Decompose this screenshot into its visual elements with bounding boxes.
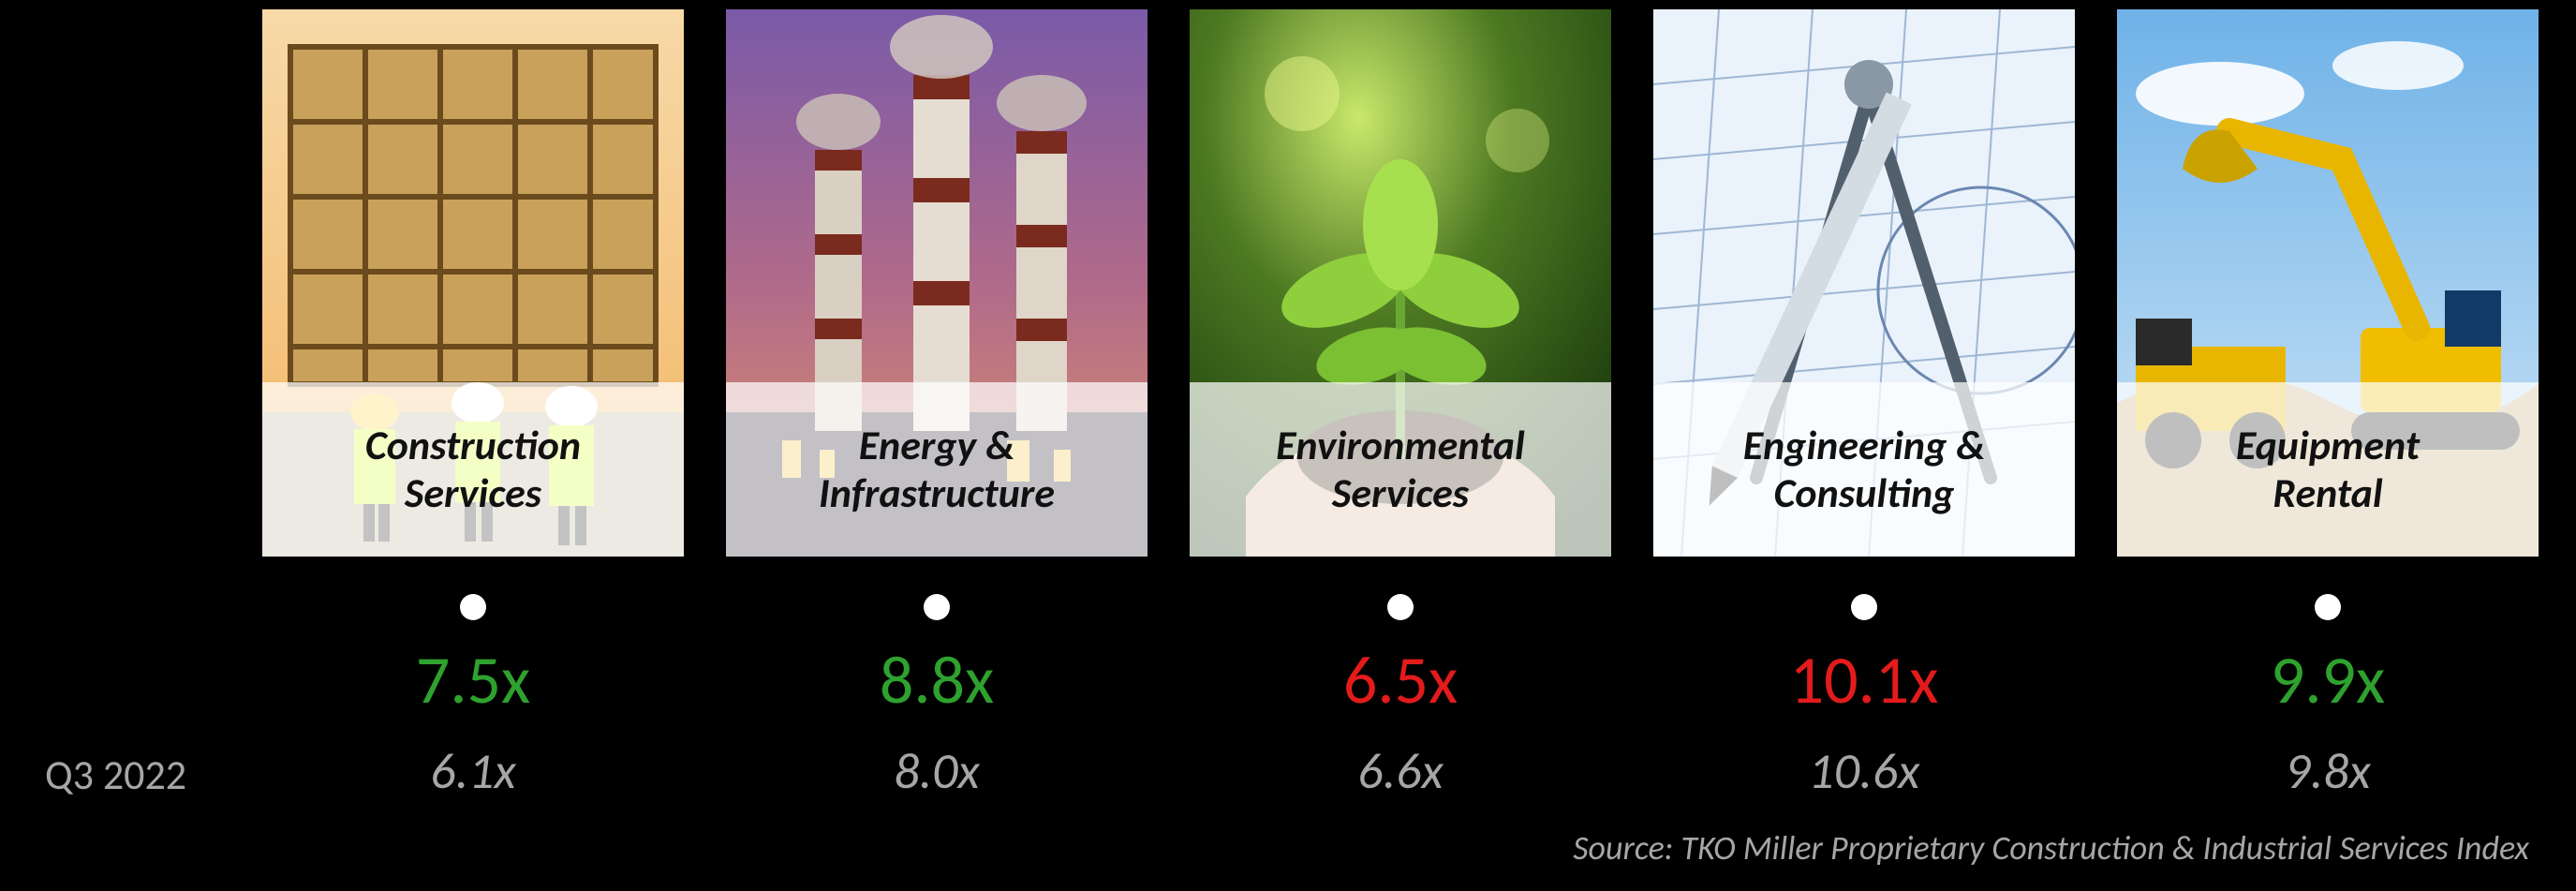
dot-marker — [1387, 594, 1414, 620]
category-label: Engineering & Consulting — [1743, 422, 1986, 516]
category-label-band: Environmental Services — [1190, 382, 1611, 557]
dot-marker — [924, 594, 950, 620]
current-cell: 6.5x — [1190, 646, 1611, 714]
dot-marker — [1851, 594, 1877, 620]
current-cell: 10.1x — [1653, 646, 2075, 714]
dot-cell — [262, 594, 684, 620]
dot-cell — [1190, 594, 1611, 620]
period-label: Q3 2022 — [45, 750, 186, 800]
current-cell: 8.8x — [726, 646, 1147, 714]
category-card: Environmental Services — [1190, 9, 1611, 557]
current-multiple: 7.5x — [416, 646, 530, 714]
current-multiples-row: 7.5x 8.8x 6.5x 10.1x 9.9x — [262, 646, 2539, 714]
category-label: Construction Services — [365, 422, 581, 516]
prior-multiple: 6.1x — [430, 746, 516, 796]
dot-cell — [1653, 594, 2075, 620]
category-cards-row: Construction Services — [262, 9, 2539, 557]
category-card: Construction Services — [262, 9, 684, 557]
dots-row — [262, 594, 2539, 620]
infographic-root: Construction Services — [0, 0, 2576, 891]
category-card: Energy & Infrastructure — [726, 9, 1147, 557]
category-label: Energy & Infrastructure — [819, 422, 1055, 516]
dot-cell — [726, 594, 1147, 620]
category-card: Engineering & Consulting — [1653, 9, 2075, 557]
dot-marker — [460, 594, 486, 620]
prior-multiple: 9.8x — [2285, 746, 2371, 796]
category-label: Equipment Rental — [2236, 422, 2420, 516]
prior-multiple: 10.6x — [1808, 746, 1919, 796]
category-card: Equipment Rental — [2117, 9, 2539, 557]
source-line: Source: TKO Miller Proprietary Construct… — [1573, 827, 2529, 869]
current-multiple: 6.5x — [1343, 646, 1458, 714]
dot-cell — [2117, 594, 2539, 620]
category-label-band: Construction Services — [262, 382, 684, 557]
current-multiple: 10.1x — [1790, 646, 1939, 714]
prior-multiples-row: 6.1x 8.0x 6.6x 10.6x 9.8x — [262, 746, 2539, 796]
category-label-band: Energy & Infrastructure — [726, 382, 1147, 557]
prior-cell: 6.6x — [1190, 746, 1611, 796]
prior-cell: 10.6x — [1653, 746, 2075, 796]
prior-multiple: 8.0x — [894, 746, 980, 796]
current-multiple: 9.9x — [2271, 646, 2385, 714]
category-label-band: Engineering & Consulting — [1653, 382, 2075, 557]
current-cell: 9.9x — [2117, 646, 2539, 714]
category-label: Environmental Services — [1276, 422, 1525, 516]
current-multiple: 8.8x — [880, 646, 994, 714]
prior-multiple: 6.6x — [1357, 746, 1443, 796]
prior-cell: 6.1x — [262, 746, 684, 796]
prior-cell: 8.0x — [726, 746, 1147, 796]
current-cell: 7.5x — [262, 646, 684, 714]
prior-cell: 9.8x — [2117, 746, 2539, 796]
dot-marker — [2315, 594, 2341, 620]
category-label-band: Equipment Rental — [2117, 382, 2539, 557]
